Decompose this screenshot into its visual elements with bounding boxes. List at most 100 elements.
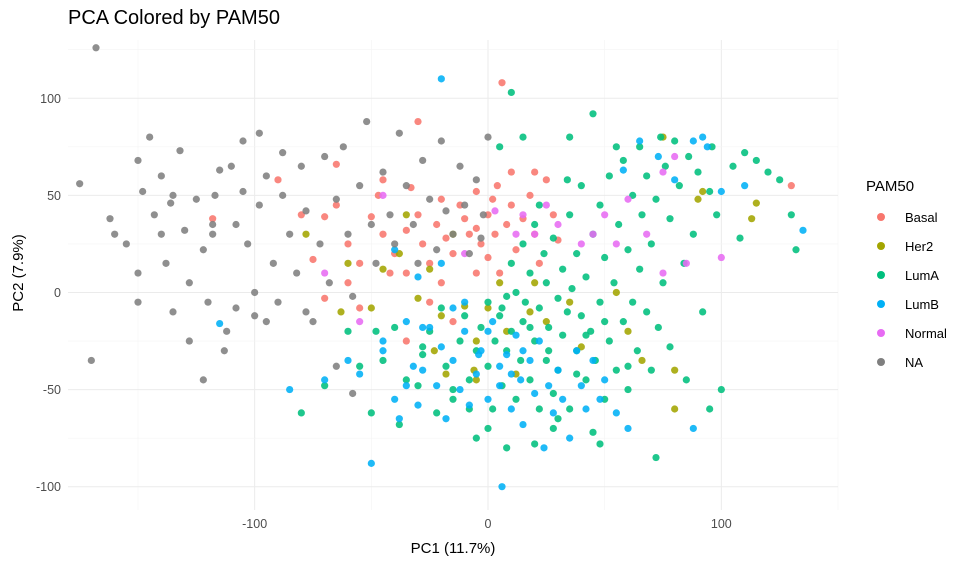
point-lumb: [799, 226, 807, 234]
point-basal: [787, 182, 795, 190]
point-luma: [787, 211, 795, 219]
point-lumb: [535, 337, 543, 345]
point-basal: [477, 240, 485, 248]
point-na: [255, 201, 263, 209]
point-luma: [601, 253, 609, 262]
point-na: [185, 279, 193, 287]
point-lumb: [540, 444, 548, 452]
point-na: [325, 279, 333, 287]
point-lumb: [577, 382, 585, 390]
point-luma: [589, 110, 597, 118]
point-luma: [577, 312, 585, 320]
point-luma: [577, 182, 585, 190]
point-her2: [414, 294, 422, 302]
point-basal: [472, 269, 480, 277]
point-na: [232, 304, 240, 312]
point-luma: [682, 376, 690, 384]
point-luma: [531, 220, 539, 229]
point-luma: [491, 337, 499, 345]
point-basal: [491, 230, 499, 238]
point-lumb: [636, 137, 644, 145]
point-na: [167, 199, 175, 207]
point-luma: [689, 230, 697, 238]
point-luma: [596, 440, 604, 448]
point-luma: [713, 211, 721, 219]
point-na: [344, 230, 352, 238]
point-luma: [582, 331, 590, 339]
point-na: [220, 347, 228, 355]
point-na: [199, 246, 207, 254]
point-basal: [332, 201, 340, 209]
point-lumb: [526, 356, 534, 365]
point-na: [262, 318, 270, 326]
point-luma: [685, 152, 693, 161]
point-lumb: [456, 385, 464, 394]
point-lumb: [559, 395, 567, 403]
point-na: [157, 172, 165, 180]
point-na: [122, 240, 130, 248]
point-basal: [449, 250, 457, 258]
point-her2: [566, 298, 574, 306]
point-na: [484, 133, 492, 141]
point-luma: [367, 409, 375, 417]
point-luma: [542, 356, 550, 365]
point-luma: [549, 234, 557, 242]
point-lumb: [484, 327, 492, 335]
point-na: [199, 376, 207, 384]
point-na: [192, 195, 200, 203]
point-basal: [367, 213, 375, 221]
point-luma: [545, 323, 553, 332]
y-tick-label: -50: [43, 383, 61, 397]
point-na: [332, 362, 340, 370]
point-lumb: [472, 370, 480, 378]
point-her2: [748, 215, 756, 223]
point-na: [139, 187, 147, 196]
point-luma: [573, 370, 581, 378]
point-luma: [666, 215, 674, 223]
point-lumb: [437, 343, 445, 351]
point-her2: [442, 370, 450, 378]
point-her2: [484, 304, 492, 312]
point-basal: [402, 269, 410, 277]
point-luma: [624, 246, 632, 254]
point-na: [232, 220, 240, 229]
point-luma: [297, 409, 305, 417]
point-luma: [496, 143, 504, 151]
point-basal: [433, 220, 441, 229]
point-basal: [309, 255, 317, 264]
point-na: [134, 156, 142, 165]
point-luma: [652, 195, 660, 203]
point-na: [169, 308, 177, 316]
point-her2: [344, 259, 352, 267]
point-lumb: [596, 395, 604, 403]
point-na: [437, 137, 445, 145]
point-lumb: [379, 337, 387, 345]
point-luma: [535, 405, 543, 413]
point-luma: [752, 156, 760, 165]
point-luma: [549, 389, 557, 398]
legend-key-lumb: [877, 300, 885, 308]
point-basal: [356, 259, 364, 267]
x-tick-label: 100: [711, 517, 732, 531]
point-normal: [542, 201, 550, 209]
point-na: [349, 389, 357, 398]
point-luma: [526, 323, 534, 332]
point-na: [372, 259, 380, 267]
point-lumb: [465, 401, 473, 409]
point-her2: [367, 304, 375, 312]
point-na: [76, 180, 84, 188]
point-luma: [671, 137, 679, 145]
point-lumb: [573, 347, 581, 355]
point-her2: [472, 376, 480, 384]
point-luma: [612, 366, 620, 374]
point-normal: [512, 230, 520, 238]
point-basal: [344, 240, 352, 248]
point-luma: [503, 444, 511, 452]
point-luma: [372, 327, 380, 335]
point-lumb: [601, 376, 609, 384]
point-luma: [610, 279, 618, 287]
point-luma: [419, 343, 427, 351]
point-luma: [629, 298, 637, 306]
point-lumb: [402, 382, 410, 390]
point-luma: [521, 298, 529, 306]
